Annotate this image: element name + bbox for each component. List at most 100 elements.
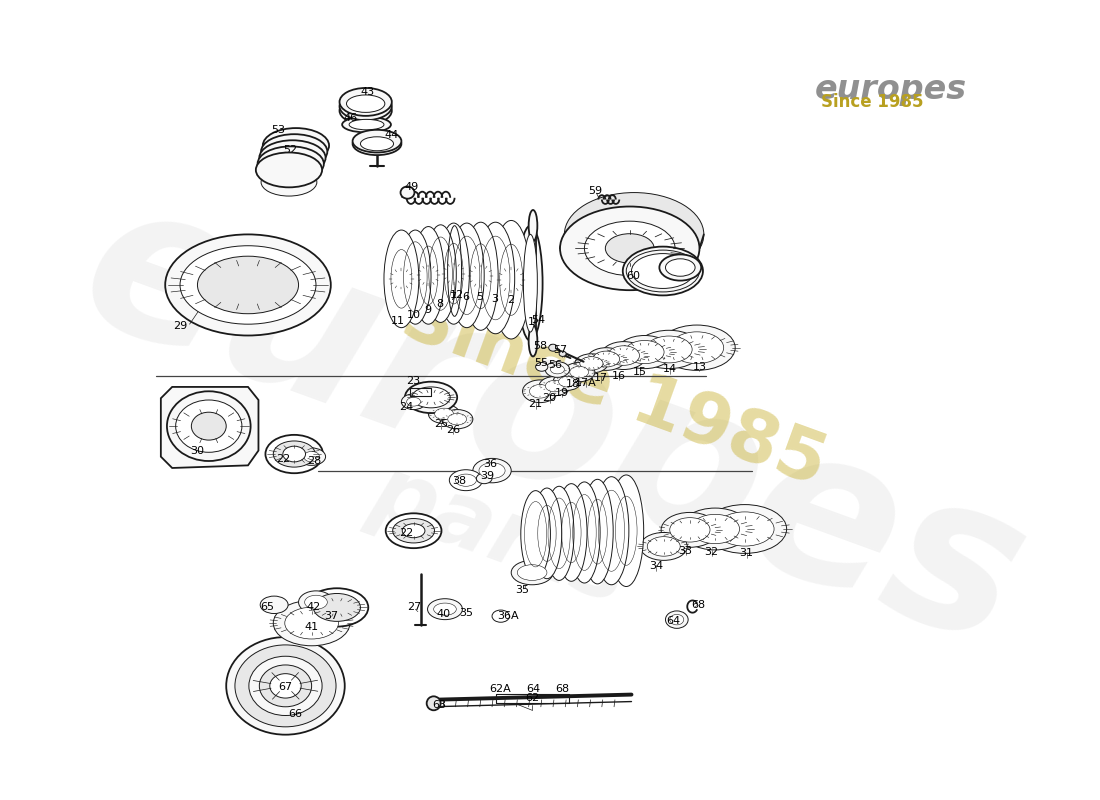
Ellipse shape <box>670 332 724 363</box>
Text: 58: 58 <box>532 341 547 351</box>
Text: 46: 46 <box>344 113 358 122</box>
Ellipse shape <box>427 696 441 710</box>
Ellipse shape <box>680 508 750 550</box>
Text: 23: 23 <box>407 376 420 386</box>
Ellipse shape <box>617 335 672 369</box>
Text: 11: 11 <box>390 316 405 326</box>
Text: 42: 42 <box>306 602 320 611</box>
Ellipse shape <box>529 210 538 242</box>
Ellipse shape <box>257 146 323 182</box>
Ellipse shape <box>349 119 384 130</box>
Ellipse shape <box>575 354 608 373</box>
Ellipse shape <box>601 342 647 370</box>
Ellipse shape <box>298 591 333 614</box>
Text: 36A: 36A <box>497 611 518 621</box>
Text: 30: 30 <box>190 446 205 455</box>
Ellipse shape <box>384 230 419 328</box>
Ellipse shape <box>249 656 322 715</box>
Ellipse shape <box>260 140 326 175</box>
Text: europes: europes <box>56 160 1049 692</box>
Ellipse shape <box>546 362 570 378</box>
Text: europes: europes <box>814 73 967 106</box>
Text: 55: 55 <box>534 358 548 367</box>
Text: 16: 16 <box>613 370 626 381</box>
Text: 37: 37 <box>324 611 339 621</box>
Ellipse shape <box>518 226 542 341</box>
Ellipse shape <box>625 341 664 364</box>
Ellipse shape <box>564 193 704 276</box>
Ellipse shape <box>553 373 581 390</box>
Ellipse shape <box>623 246 703 295</box>
Text: parts: parts <box>361 448 641 622</box>
Ellipse shape <box>476 222 515 334</box>
Text: 32: 32 <box>705 546 718 557</box>
Ellipse shape <box>691 514 739 544</box>
Ellipse shape <box>529 385 550 398</box>
Ellipse shape <box>473 458 512 482</box>
Ellipse shape <box>180 246 316 324</box>
Ellipse shape <box>550 365 564 374</box>
Text: 65: 65 <box>261 602 274 611</box>
Text: 64: 64 <box>526 684 540 694</box>
Text: 28: 28 <box>307 456 321 466</box>
Ellipse shape <box>340 97 392 125</box>
Ellipse shape <box>438 223 470 324</box>
Ellipse shape <box>261 596 288 614</box>
Ellipse shape <box>346 95 385 112</box>
Text: 40: 40 <box>437 609 450 618</box>
Ellipse shape <box>235 645 336 727</box>
Text: 27: 27 <box>407 602 421 613</box>
Text: 34: 34 <box>649 562 663 571</box>
Text: 9: 9 <box>424 306 431 315</box>
Ellipse shape <box>263 128 329 163</box>
Text: 26: 26 <box>446 425 460 434</box>
Ellipse shape <box>433 603 456 615</box>
Ellipse shape <box>260 665 311 706</box>
Text: 60: 60 <box>626 271 640 282</box>
Ellipse shape <box>342 117 390 133</box>
Ellipse shape <box>559 351 566 357</box>
Ellipse shape <box>353 130 402 153</box>
Ellipse shape <box>570 366 589 378</box>
Ellipse shape <box>256 153 322 187</box>
Polygon shape <box>161 387 258 468</box>
Ellipse shape <box>666 259 695 276</box>
Ellipse shape <box>449 470 483 490</box>
Ellipse shape <box>478 462 505 478</box>
Ellipse shape <box>532 488 562 578</box>
Ellipse shape <box>517 565 547 581</box>
Text: 1: 1 <box>528 317 535 326</box>
Ellipse shape <box>441 410 473 429</box>
Ellipse shape <box>659 325 735 370</box>
Ellipse shape <box>661 513 718 547</box>
Ellipse shape <box>265 435 323 474</box>
Ellipse shape <box>546 380 564 392</box>
Ellipse shape <box>448 414 466 425</box>
Text: 64: 64 <box>667 615 681 626</box>
Ellipse shape <box>393 518 434 543</box>
Text: 31: 31 <box>739 548 754 558</box>
Ellipse shape <box>670 614 684 625</box>
Ellipse shape <box>412 226 444 324</box>
Ellipse shape <box>647 537 680 556</box>
Ellipse shape <box>305 595 328 609</box>
Text: 61: 61 <box>681 262 695 272</box>
Ellipse shape <box>584 221 675 275</box>
Text: 21: 21 <box>529 399 542 410</box>
Ellipse shape <box>560 206 700 290</box>
Ellipse shape <box>476 474 492 484</box>
Ellipse shape <box>492 221 530 339</box>
Ellipse shape <box>666 611 689 628</box>
Text: 24: 24 <box>399 402 414 412</box>
Text: 59: 59 <box>587 186 602 196</box>
Ellipse shape <box>608 346 639 366</box>
Text: 10: 10 <box>407 310 420 321</box>
Text: 35: 35 <box>516 585 529 595</box>
Ellipse shape <box>165 234 331 335</box>
Text: 36: 36 <box>483 458 497 469</box>
Text: 68: 68 <box>692 600 706 610</box>
Ellipse shape <box>273 441 315 467</box>
Ellipse shape <box>283 446 306 462</box>
Text: 38: 38 <box>452 476 466 486</box>
Text: 54: 54 <box>531 315 546 325</box>
